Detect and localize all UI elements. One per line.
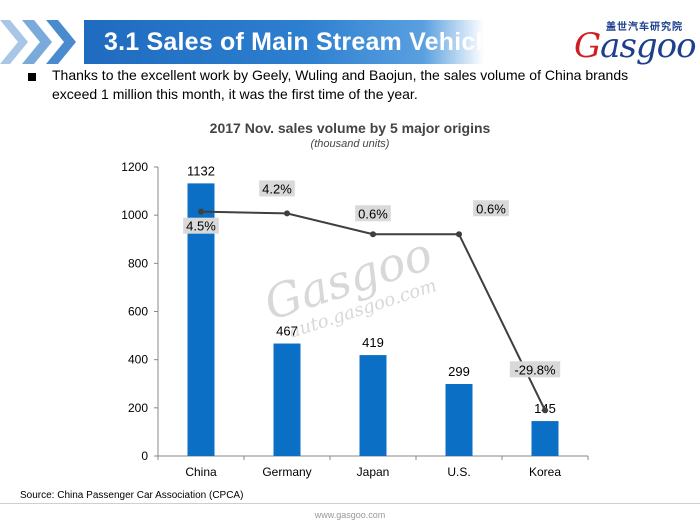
chart-title: 2017 Nov. sales volume by 5 major origin… [209,120,491,136]
y-tick-label: 0 [141,449,148,463]
logo-word-rest: asgoo [600,26,696,66]
x-tick-label: U.S. [447,465,470,479]
growth-label-box [183,217,219,234]
growth-label-box [355,205,391,222]
summary-bullet-text: Thanks to the excellent work by Geely, W… [52,67,629,102]
growth-label-box [473,200,509,217]
y-tick-label: 800 [128,256,148,270]
growth-label: 4.5% [186,219,216,234]
growth-point [284,210,290,217]
growth-label: 4.2% [262,181,292,196]
bar-value-label: 1132 [187,163,215,178]
bar-value-label: 419 [362,335,384,350]
bar-value-label: 299 [448,364,470,379]
gasgoo-logo: Gasgoo [574,26,697,66]
chart-subtitle: (thousand units) [310,138,390,150]
growth-point [542,407,548,414]
growth-point [456,231,462,238]
y-tick-label: 1200 [121,160,148,174]
logo-chinese-text: 盖世汽车研究院 [606,22,683,33]
y-tick-label: 1000 [121,208,148,222]
footer-divider [0,503,700,504]
growth-point [198,208,204,215]
x-tick-label: Korea [529,465,561,479]
bar [359,355,387,456]
growth-point [370,231,376,238]
growth-label-box [259,180,295,197]
source-note: Source: China Passenger Car Association … [20,490,244,501]
title-bar [84,20,484,64]
logo-letter-g: G [574,26,601,66]
chevron-icon [22,20,52,64]
bullet-square-icon [28,73,36,81]
bar [445,383,473,456]
y-tick-label: 400 [128,353,148,367]
footer-url: www.gasgoo.com [314,510,386,520]
bar-value-label: 467 [276,324,298,339]
x-tick-label: Japan [357,465,390,479]
x-tick-label: China [185,465,217,479]
page-title: 3.1 Sales of Main Stream Vehicles [104,28,511,56]
chevron-icon [0,20,28,64]
growth-label-box [509,361,561,378]
chevron-icon [46,20,76,64]
growth-label: -29.8% [514,362,556,377]
y-tick-label: 200 [128,401,148,415]
y-tick-label: 600 [128,305,148,319]
bar [273,343,301,456]
growth-label: 0.6% [358,206,388,221]
growth-label: 0.6% [476,201,506,216]
bar [531,421,559,456]
header-chevrons [0,20,76,64]
x-tick-label: Germany [262,465,311,479]
